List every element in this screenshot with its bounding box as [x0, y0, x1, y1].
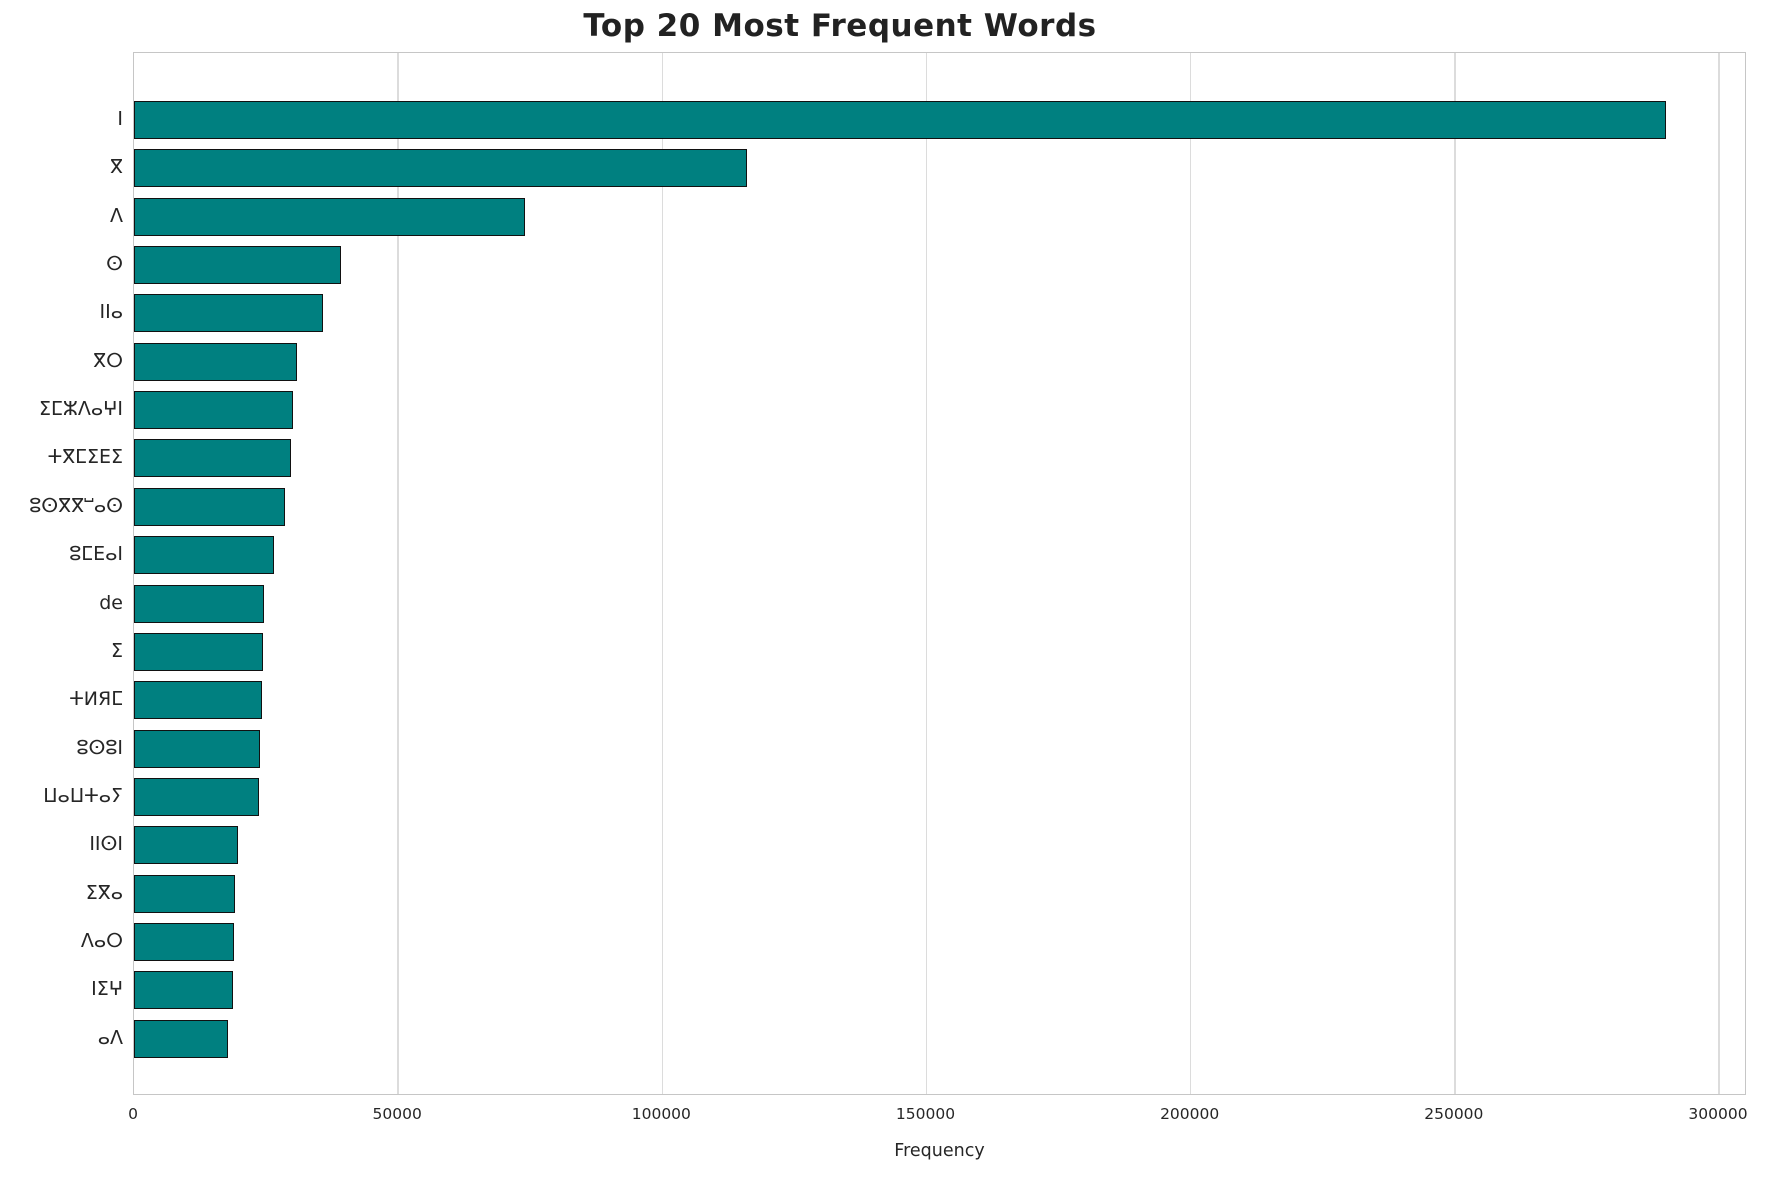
bar-13: [134, 729, 260, 768]
y-tick-label-13: ⵓⵙⵓⵏ: [76, 736, 123, 759]
bar-1: [134, 149, 747, 188]
bar-3: [134, 246, 341, 285]
y-tick-label-1: ⴳ: [110, 156, 123, 179]
y-tick-label-16: ⵉⴳⴰ: [85, 881, 123, 904]
chart-title: Top 20 Most Frequent Words: [583, 8, 1097, 44]
x-tick-label-6: 300000: [1688, 1105, 1748, 1123]
bar-19: [134, 1019, 228, 1058]
bar-4: [134, 294, 323, 333]
y-tick-label-11: ⵉ: [110, 639, 123, 662]
bar-5: [134, 342, 297, 381]
plot-area: [133, 52, 1746, 1095]
bar-7: [134, 439, 291, 478]
bar-18: [134, 971, 233, 1010]
y-tick-label-10: de: [99, 591, 123, 614]
bar-16: [134, 874, 235, 913]
x-tick-label-4: 200000: [1160, 1105, 1220, 1123]
gridline-300000: [1718, 53, 1720, 1094]
bar-11: [134, 632, 263, 671]
y-tick-label-4: ⵏⵏⴰ: [99, 301, 124, 324]
y-tick-label-15: ⵏⵏⵙⵏ: [89, 833, 123, 856]
bar-14: [134, 777, 259, 816]
bar-6: [134, 391, 293, 430]
y-tick-label-8: ⵓⵙⴳⴳⵯⴰⵙ: [29, 494, 123, 517]
bar-2: [134, 197, 525, 236]
y-tick-label-19: ⴰⴷ: [97, 1026, 123, 1049]
bar-8: [134, 487, 285, 526]
bar-17: [134, 922, 234, 961]
y-tick-label-2: ⴷ: [110, 204, 123, 227]
y-tick-label-17: ⴷⴰⵔ: [80, 929, 123, 952]
y-tick-label-14: ⵡⴰⵡⵜⴰⵢ: [43, 784, 123, 807]
y-tick-label-12: ⵜИЯⵎ: [69, 688, 123, 711]
y-tick-label-3: ⵙ: [106, 253, 123, 276]
y-tick-label-5: ⴳⵔ: [93, 349, 123, 372]
x-tick-label-0: 0: [128, 1105, 138, 1123]
x-tick-label-5: 250000: [1424, 1105, 1484, 1123]
y-tick-label-18: ⵏⵉⵖ: [91, 978, 123, 1001]
bar-12: [134, 681, 262, 720]
x-tick-label-3: 150000: [895, 1105, 956, 1123]
gridline-200000: [1189, 53, 1192, 1094]
x-axis-label: Frequency: [894, 1141, 985, 1161]
y-tick-label-0: ⵏ: [117, 108, 123, 130]
y-tick-label-9: ⵓⵎⴹⴰⵏ: [69, 543, 123, 566]
bar-15: [134, 826, 238, 865]
gridline-100000: [661, 53, 664, 1094]
x-tick-label-1: 50000: [372, 1105, 422, 1123]
gridline-150000: [925, 53, 928, 1094]
bar-9: [134, 536, 274, 575]
bar-10: [134, 584, 264, 623]
bar-0: [134, 101, 1666, 139]
gridline-50000: [397, 53, 399, 1094]
y-tick-label-6: ⵉⵎⵣⴷⴰⵖⵏ: [39, 398, 123, 421]
x-tick-label-2: 100000: [631, 1105, 691, 1123]
gridline-250000: [1454, 53, 1456, 1094]
y-tick-label-7: ⵜⴳⵎⵉⴹⵉ: [47, 446, 123, 469]
